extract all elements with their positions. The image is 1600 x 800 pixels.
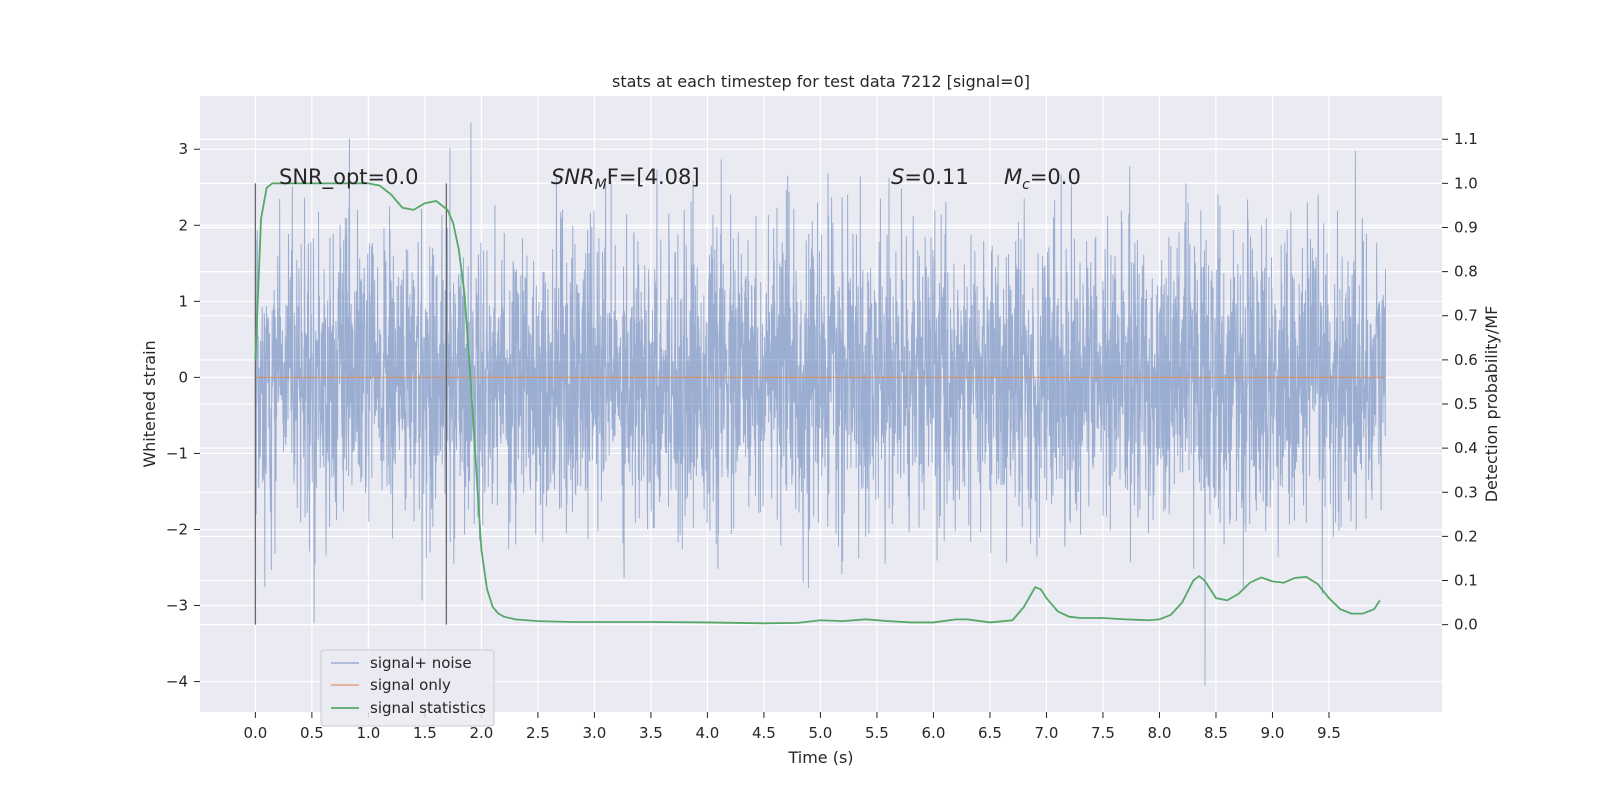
y2-tick-label: 0.8 <box>1454 263 1478 281</box>
x-axis-ticks: 0.0 0.5 1.0 1.5 2.0 2.5 3.0 3.5 4.0 4.5 5.0 5.5 6.0 6… <box>243 712 1341 742</box>
annotation-mc-sub: c <box>1022 177 1030 193</box>
y2-tick-label: 0.9 <box>1454 218 1478 236</box>
annotation-mc: Mc=0.0 <box>1004 165 1081 193</box>
y-axis-label: Whitened strain <box>140 340 159 467</box>
x-tick-label: 8.5 <box>1204 724 1228 742</box>
y-tick-label: −2 <box>166 520 188 538</box>
annotation-snr-mf-var: SNR <box>551 165 595 189</box>
y2-tick-label: 0.6 <box>1454 351 1478 369</box>
y2-tick-label: 0.3 <box>1454 483 1478 501</box>
y2-tick-label: 0.4 <box>1454 439 1478 457</box>
annotation-s-val: =0.11 <box>904 165 968 189</box>
x-tick-label: 7.5 <box>1091 724 1115 742</box>
marker-lines <box>254 183 448 625</box>
x-tick-label: 4.5 <box>752 724 776 742</box>
y2-tick-label: 0.2 <box>1454 527 1478 545</box>
x-tick-label: 9.5 <box>1317 724 1341 742</box>
y-tick-label: −1 <box>166 444 188 462</box>
annotation-s-var: S <box>891 165 904 189</box>
y2-axis-label: Detection probability/MF <box>1482 306 1501 503</box>
y-tick-label: 1 <box>178 292 188 310</box>
y2-tick-label: 1.1 <box>1454 130 1478 148</box>
signal-statistics-line <box>254 182 1381 625</box>
x-tick-label: 2.5 <box>526 724 550 742</box>
y-axis-ticks: 3 2 1 0 −1 −2 −3 −4 <box>166 140 200 691</box>
x-tick-label: 1.0 <box>356 724 380 742</box>
x-tick-label: 0.0 <box>243 724 267 742</box>
x-tick-label: 6.0 <box>922 724 946 742</box>
legend-label-signal-statistics: signal statistics <box>370 699 486 717</box>
x-tick-label: 8.0 <box>1148 724 1172 742</box>
annotation-snr-mf-tail: F=[4.08] <box>607 165 700 189</box>
series-signal-statistics <box>254 182 1381 625</box>
x-tick-label: 5.5 <box>865 724 889 742</box>
x-tick-label: 4.0 <box>695 724 719 742</box>
annotation-snr-mf-sub: M <box>595 177 607 193</box>
x-tick-label: 7.0 <box>1035 724 1059 742</box>
x-tick-label: 1.5 <box>413 724 437 742</box>
y-tick-label: −4 <box>166 673 188 691</box>
y2-axis-ticks: 1.1 1.0 0.9 0.8 0.7 0.6 0.5 0.4 0.3 0.2 0.1 0.0 <box>1442 130 1478 634</box>
y-tick-label: −3 <box>166 597 188 615</box>
y-tick-label: 2 <box>178 216 188 234</box>
y2-tick-label: 0.1 <box>1454 572 1478 590</box>
y-tick-label: 0 <box>178 368 188 386</box>
y2-tick-label: 1.0 <box>1454 174 1478 192</box>
x-tick-label: 9.0 <box>1261 724 1285 742</box>
y-tick-label: 3 <box>178 140 188 158</box>
legend-label-signal-only: signal only <box>370 676 451 694</box>
annotation-snr-opt: SNR_opt=0.0 <box>279 165 419 190</box>
annotations: SNR_opt=0.0 SNRMF=[4.08] S=0.11 Mc=0.0 <box>279 165 1081 193</box>
x-tick-label: 3.0 <box>582 724 606 742</box>
annotation-mc-var: M <box>1004 165 1022 189</box>
annotation-mc-val: =0.0 <box>1030 165 1081 189</box>
x-tick-label: 3.5 <box>639 724 663 742</box>
legend: signal+ noise signal only signal statist… <box>320 649 495 727</box>
y2-tick-label: 0.5 <box>1454 395 1478 413</box>
x-tick-label: 5.0 <box>809 724 833 742</box>
x-tick-label: 0.5 <box>300 724 324 742</box>
legend-label-signal-plus-noise: signal+ noise <box>370 654 472 672</box>
x-tick-label: 2.0 <box>469 724 493 742</box>
annotation-s: S=0.11 <box>891 165 969 189</box>
annotation-snr-mf: SNRMF=[4.08] <box>551 165 700 193</box>
legend-box <box>320 649 495 727</box>
series-signal-plus-noise <box>254 122 1386 686</box>
signal-plus-noise-line <box>254 122 1386 686</box>
x-axis-label: Time (s) <box>787 748 853 767</box>
x-tick-label: 6.5 <box>978 724 1002 742</box>
y2-tick-label: 0.0 <box>1454 616 1478 634</box>
chart-title: stats at each timestep for test data 721… <box>612 72 1030 91</box>
y2-tick-label: 0.7 <box>1454 307 1478 325</box>
